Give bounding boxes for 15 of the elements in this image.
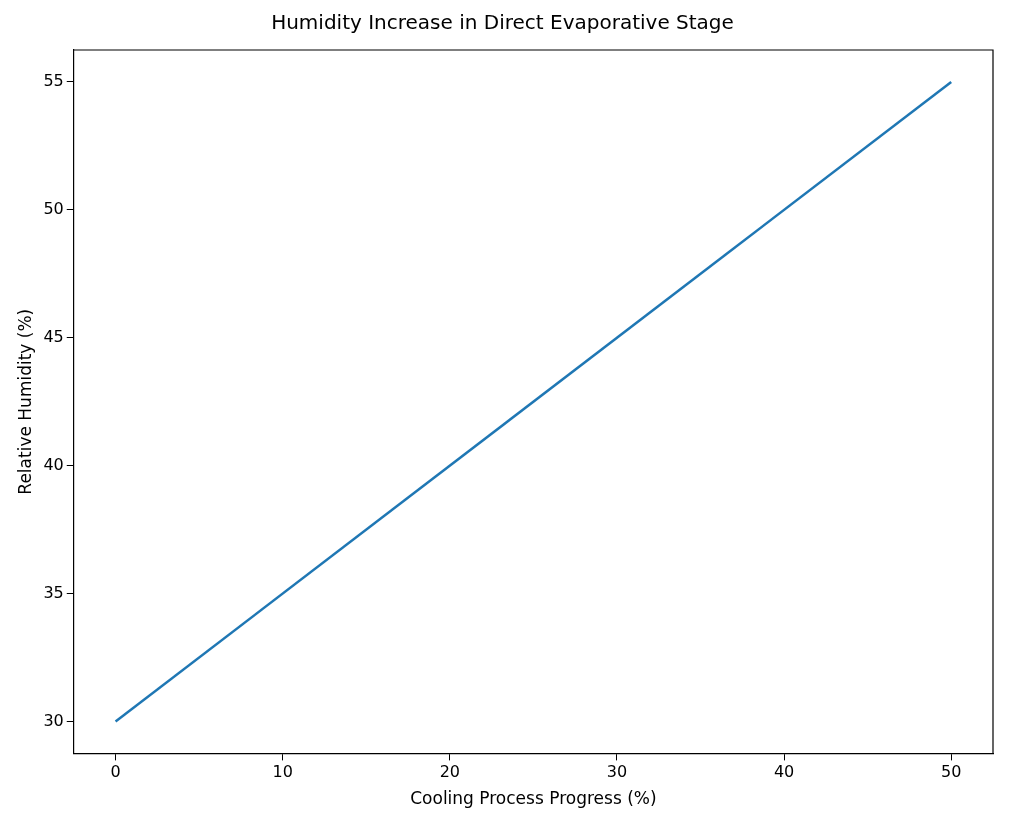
x-tick-label: 10 [272,762,293,782]
x-tick-label: 50 [941,762,962,782]
y-tick-label: 40 [43,454,64,474]
y-axis-title: Relative Humidity (%) [14,308,35,495]
x-tick-label: 40 [773,762,795,782]
y-tick-label: 55 [43,71,64,91]
chart-title: Humidity Increase in Direct Evaporative Stage [271,10,734,35]
x-axis-title: Cooling Process Progress (%) [410,788,657,809]
x-tick-label: 30 [606,762,628,782]
y-tick-label: 35 [43,582,64,602]
y-tick-label: 50 [43,199,64,219]
x-tick-label: 20 [439,762,460,782]
y-tick-label: 45 [43,326,64,346]
x-tick-label: 0 [110,762,121,782]
y-tick-label: 30 [43,710,64,730]
